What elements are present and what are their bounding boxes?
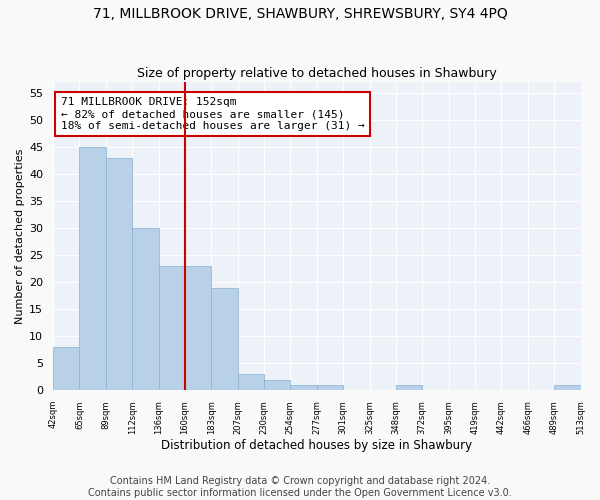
Bar (238, 374, 264, 390)
X-axis label: Distribution of detached houses by size in Shawbury: Distribution of detached houses by size … (161, 440, 472, 452)
Bar (264, 380, 290, 390)
Bar (554, 385, 581, 390)
Text: 71, MILLBROOK DRIVE, SHAWBURY, SHREWSBURY, SY4 4PQ: 71, MILLBROOK DRIVE, SHAWBURY, SHREWSBUR… (92, 8, 508, 22)
Text: Contains HM Land Registry data © Crown copyright and database right 2024.
Contai: Contains HM Land Registry data © Crown c… (88, 476, 512, 498)
Bar (79, 147, 106, 390)
Y-axis label: Number of detached properties: Number of detached properties (15, 148, 25, 324)
Bar (290, 385, 317, 390)
Bar (158, 266, 185, 390)
Bar (53, 347, 79, 391)
Bar (317, 385, 343, 390)
Text: 71 MILLBROOK DRIVE: 152sqm
← 82% of detached houses are smaller (145)
18% of sem: 71 MILLBROOK DRIVE: 152sqm ← 82% of deta… (61, 98, 365, 130)
Bar (106, 158, 132, 390)
Bar (132, 228, 158, 390)
Bar (185, 266, 211, 390)
Bar (396, 385, 422, 390)
Bar (211, 288, 238, 391)
Title: Size of property relative to detached houses in Shawbury: Size of property relative to detached ho… (137, 66, 497, 80)
